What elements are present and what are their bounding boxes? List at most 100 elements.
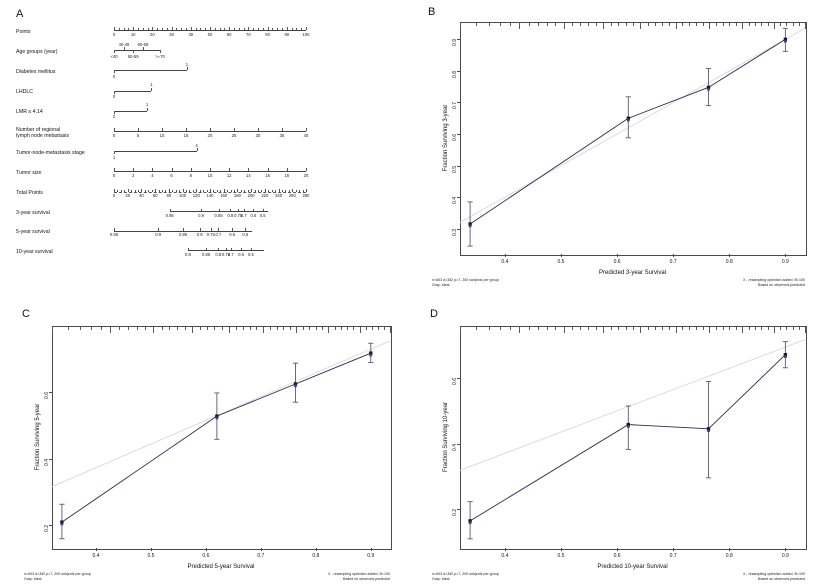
nomogram-tick-label: 16 [265,172,270,178]
rug-tick [668,327,670,331]
rug-tick [661,23,663,27]
nomogram-major-tick [267,168,269,172]
nomogram-tick-label: 15 [183,132,189,138]
nomogram-tick-label: 80 [265,31,270,37]
nomogram-minor-tick [234,189,235,192]
panel-letter-a: A [16,8,24,20]
rug-tick [595,327,597,331]
nomogram-major-tick [114,27,115,30]
rug-tick [555,327,557,331]
data-point-marker [215,414,219,418]
nomogram-panel: A Points 0 10 20 30 40 50 60 70 80 90 100 Age groups… [0,0,420,290]
nomogram-survival-tick [250,247,252,251]
nomogram-minor-tick [186,189,187,192]
x-axis-tick-label: 0.4 [92,552,100,559]
rug-tick [716,23,718,27]
nomogram-tick-label: 1 [145,102,149,108]
rug-tick [618,327,620,331]
nomogram-major-tick [229,168,231,172]
nomogram-tick-label: 60-69 [137,41,149,47]
nomogram-survival-label: 0.7 [240,212,247,218]
plot-frame [52,326,392,550]
x-axis-label: Predicted 5-year Survival [187,564,255,570]
x-axis-tick-label: 0.7 [669,552,677,559]
nomogram-survival-tick [232,228,234,231]
rug-tick [228,327,230,333]
nomogram-row-label: Tumor size [16,169,42,176]
rug-tick [610,23,612,27]
nomogram-survival-label: 0.8 [196,232,203,238]
nomogram-minor-tick [138,189,139,192]
nomogram-survival-label: 0.8 [227,212,234,218]
nomogram-survival-label: 0.75 [234,212,243,218]
nomogram-axis-line [169,211,268,213]
rug-tick [528,23,530,27]
rug-tick [80,327,81,331]
rug-tick [546,327,548,331]
nomogram-major-tick [210,27,211,30]
rug-tick [661,327,663,331]
y-axis-tick [457,378,460,380]
nomogram-survival-tick [230,247,232,251]
rug-tick [742,327,744,333]
nomogram-survival-label: 0.95 [165,212,174,218]
rug-tick [488,23,490,27]
nomogram-tick-label: 280 [302,193,310,199]
nomogram-tick-label: 200 [247,193,255,199]
calibration-panel-b: B 0.4 0.5 0.6 0.7 0.8 0.9 0.3 0.4 0.5 0.6 0.7 0.8 0.9… [420,0,825,290]
nomogram-minor-tick [151,189,153,192]
rug-tick [192,327,194,333]
x-axis-tick [673,254,675,257]
rug-tick [722,327,724,331]
rug-tick [647,23,649,27]
nomogram-tick-label: 40 [188,31,194,37]
x-axis-tick [729,254,731,257]
plot-note-right: X - resampling optimism added, B=100 Bas… [742,572,805,581]
nomogram-survival-tick [245,228,247,231]
nomogram-minor-tick [120,189,122,192]
rug-tick [805,23,806,29]
nomogram-minor-tick [134,189,136,192]
nomogram-tick-label: <40 [110,53,118,59]
rug-tick [309,327,311,331]
nomogram-minor-tick [166,28,168,30]
rug-tick [754,327,756,331]
nomogram-row-label: Points [16,28,31,35]
nomogram-major-tick [141,188,143,192]
nomogram-major-tick [196,188,198,192]
nomogram-category-tick [151,87,153,91]
nomogram-major-tick [306,128,307,131]
y-axis-tick [457,443,460,445]
nomogram-row-label: 5-year survival [16,229,50,236]
nomogram-tick-label: 1 [150,82,153,88]
rug-tick [110,327,112,333]
nomogram-row-label: Age groups (year) [16,48,58,55]
nomogram-tick-label: 40 [139,193,144,199]
nomogram-minor-tick [148,189,150,192]
data-point-marker [783,353,788,357]
nomogram-survival-tick [262,208,264,212]
nomogram-minor-tick [192,189,194,192]
nomogram-major-tick [229,27,231,30]
rug-tick [214,327,216,331]
rug-tick [735,23,737,27]
x-axis-tick [205,548,207,551]
rug-tick [603,23,605,29]
nomogram-minor-tick [227,189,229,192]
nomogram-minor-tick [238,28,240,30]
nomogram-minor-tick [200,28,202,30]
nomogram-minor-tick [165,189,167,192]
panel-letter-c: C [22,308,30,320]
nomogram-axis-line [114,70,187,72]
nomogram-minor-tick [288,189,290,192]
nomogram-major-tick [162,128,163,131]
rug-tick [169,327,171,331]
data-point-marker [468,519,472,523]
rug-tick [709,327,711,333]
y-axis-tick [457,228,460,230]
nomogram-minor-tick [118,28,120,30]
rug-tick [499,23,501,27]
rug-tick [748,327,750,331]
nomogram-tick-label: 160 [220,193,228,199]
rug-tick [322,327,324,331]
